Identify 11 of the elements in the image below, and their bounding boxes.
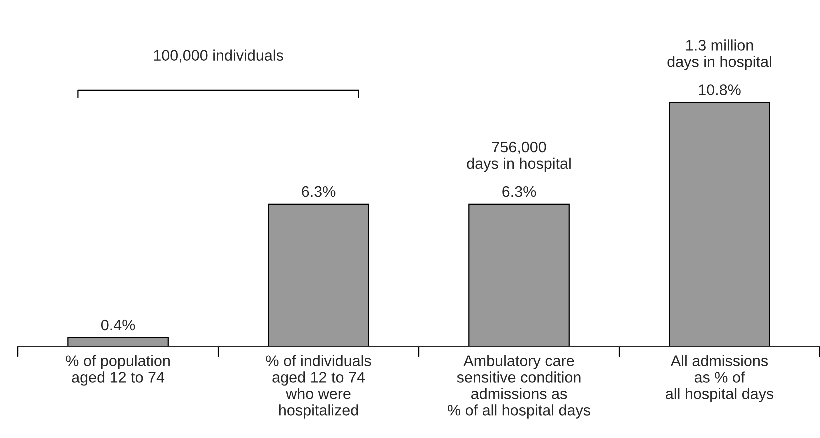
data-label: 6.3% (302, 186, 336, 198)
annotation: 756,000 days in hospital (467, 142, 571, 172)
x-tick-label: Ambulatory care sensitive condition admissions as % of all hospital days (448, 355, 590, 419)
data-label: 6.3% (502, 186, 536, 198)
x-tick-label: All admissions as % of all hospital days (666, 355, 774, 402)
data-label: 0.4% (101, 320, 136, 331)
data-label: 10.8% (699, 84, 741, 96)
annotation: 1.3 million days in hospital (668, 40, 772, 70)
x-tick-label: % of population aged 12 to 74 (66, 355, 170, 386)
x-tick-label: % of individuals aged 12 to 74 who were hospitalized (266, 355, 372, 419)
text: 100,000 individuals (154, 50, 284, 63)
